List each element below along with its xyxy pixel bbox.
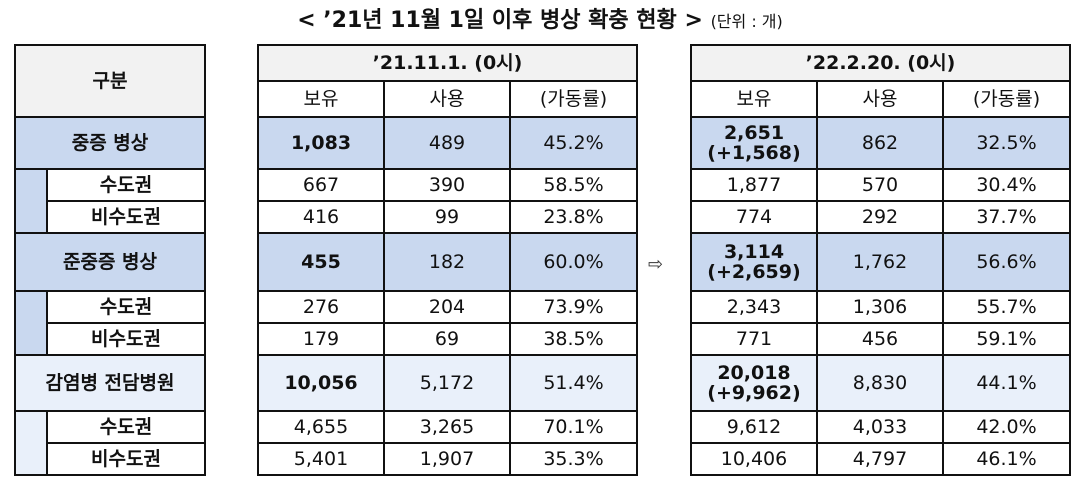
column-header: 보유 [257, 80, 385, 118]
table-cell: 55.7% [941, 290, 1072, 324]
table-cell: 4,033 [816, 410, 944, 444]
table-cell: 390 [383, 168, 511, 202]
table-cell: 4,655 [257, 410, 385, 444]
table-cell: 292 [816, 200, 944, 234]
group-indent-cell [14, 169, 48, 234]
table-cell: 46.1% [941, 442, 1072, 476]
table-cell: 9,612 [690, 410, 818, 444]
table-cell: 38.5% [508, 322, 639, 356]
table-cell: 570 [816, 168, 944, 202]
table-cell: 416 [257, 200, 385, 234]
table-cell: 774 [690, 200, 818, 234]
capacity-increase: (+2,659) [707, 261, 801, 283]
group-indent-cell [14, 411, 48, 476]
table-cell: 179 [257, 322, 385, 356]
page-title: < ’21년 11월 1일 이후 병상 확충 현황 > (단위 : 개) [0, 4, 1080, 39]
table-cell: 73.9% [508, 290, 639, 324]
capacity-value: 3,114 [723, 241, 785, 263]
unit-label: (단위 : 개) [710, 12, 783, 31]
table-cell: 10,056 [257, 354, 385, 412]
table-cell: 455 [257, 232, 385, 292]
capacity-value: 20,018 [717, 362, 791, 384]
table-cell: 3,114 (+2,659) [690, 232, 818, 292]
table-cell: 204 [383, 290, 511, 324]
table-cell: 44.1% [941, 354, 1072, 412]
period-header: ’22.2.20. (0시) [689, 44, 1072, 82]
table-cell: 3,265 [383, 410, 511, 444]
table-cell: 23.8% [508, 200, 639, 234]
table-cell: 1,083 [257, 116, 385, 170]
column-header: 사용 [816, 80, 944, 118]
capacity-increase: (+9,962) [707, 382, 801, 404]
table-cell: 10,406 [690, 442, 818, 476]
table-cell: 456 [816, 322, 944, 356]
capacity-increase: (+1,568) [707, 142, 801, 164]
column-header: 사용 [383, 80, 511, 118]
table-cell: 4,797 [816, 442, 944, 476]
period-table-2022: ’22.2.20. (0시) 보유 사용 (가동률) 2,651 (+1,568) 862 3… [689, 44, 1072, 476]
table-cell: 667 [257, 168, 385, 202]
table-cell: 45.2% [508, 116, 639, 170]
table-cell: 42.0% [941, 410, 1072, 444]
table-cell: 2,343 [690, 290, 818, 324]
table-cell: 182 [383, 232, 511, 292]
table-cell: 70.1% [508, 410, 639, 444]
sub-region-label: 수도권 [46, 290, 206, 324]
sub-region-label: 수도권 [46, 168, 206, 202]
table-cell: 30.4% [941, 168, 1072, 202]
column-header: (가동률) [508, 80, 639, 118]
title-text: < ’21년 11월 1일 이후 병상 확충 현황 > [297, 8, 703, 33]
column-header: 보유 [690, 80, 818, 118]
sub-region-label: 수도권 [46, 410, 206, 444]
table-cell: 58.5% [508, 168, 639, 202]
table-cell: 5,172 [383, 354, 511, 412]
capacity-value: 2,651 [723, 122, 785, 144]
period-header: ’21.11.1. (0시) [256, 44, 639, 82]
sub-region-label: 비수도권 [46, 442, 206, 476]
table-cell: 56.6% [941, 232, 1072, 292]
table-cell: 862 [816, 116, 944, 170]
table-cell: 1,762 [816, 232, 944, 292]
table-cell: 99 [383, 200, 511, 234]
table-cell: 37.7% [941, 200, 1072, 234]
table-cell: 1,306 [816, 290, 944, 324]
table-cell: 59.1% [941, 322, 1072, 356]
category-header: 구분 [14, 44, 206, 118]
right-arrow-icon: ⇨ [648, 254, 664, 275]
table-cell: 51.4% [508, 354, 639, 412]
table-cell: 5,401 [257, 442, 385, 476]
table-cell: 32.5% [941, 116, 1072, 170]
group-label: 중증 병상 [14, 116, 206, 170]
sub-region-label: 비수도권 [46, 322, 206, 356]
table-cell: 771 [690, 322, 818, 356]
table-cell: 20,018 (+9,962) [690, 354, 818, 412]
column-header: (가동률) [941, 80, 1072, 118]
table-cell: 8,830 [816, 354, 944, 412]
table-cell: 60.0% [508, 232, 639, 292]
table-cell: 1,877 [690, 168, 818, 202]
table-cell: 2,651 (+1,568) [690, 116, 818, 170]
period-table-2021: ’21.11.1. (0시) 보유 사용 (가동률) 1,083 489 45.2% 667 3… [256, 44, 639, 476]
table-cell: 276 [257, 290, 385, 324]
group-label: 준중증 병상 [14, 232, 206, 292]
group-label: 감염병 전담병원 [14, 354, 206, 412]
table-cell: 69 [383, 322, 511, 356]
group-indent-cell [14, 291, 48, 356]
sub-region-label: 비수도권 [46, 200, 206, 234]
category-table: 구분 중증 병상 수도권 비수도권 준중증 병상 수도권 비수도권 감염병 전담병원 수도권 비… [14, 44, 206, 476]
table-cell: 489 [383, 116, 511, 170]
table-cell: 1,907 [383, 442, 511, 476]
table-cell: 35.3% [508, 442, 639, 476]
